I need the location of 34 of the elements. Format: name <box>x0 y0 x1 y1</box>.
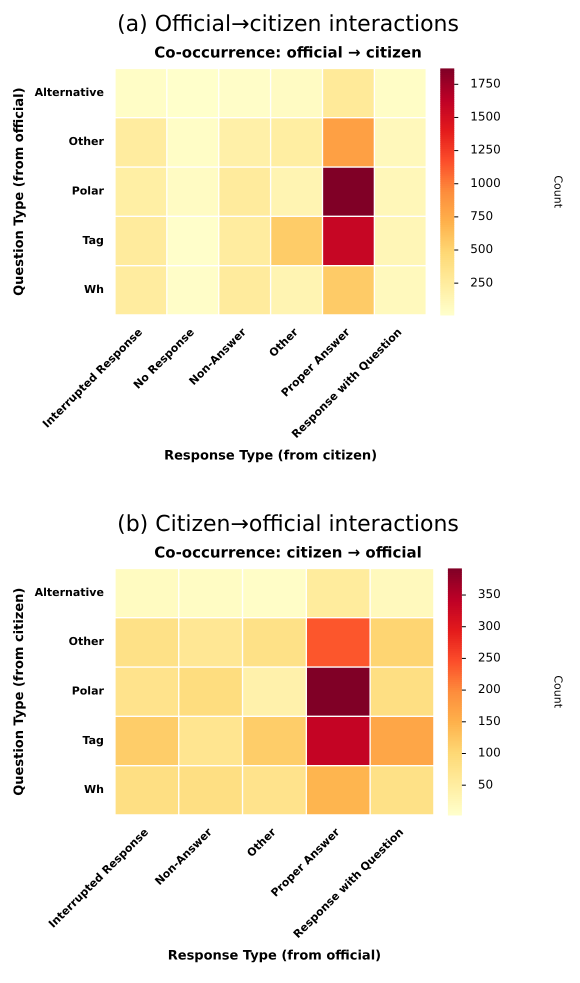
color-bar-label: 500 <box>470 242 494 256</box>
color-bar-label: 150 <box>478 714 501 728</box>
y-tick-label: Wh <box>84 283 104 296</box>
color-bar-label: 300 <box>478 618 501 633</box>
color-bar-label: 50 <box>478 777 494 792</box>
color-bar-label: 1500 <box>470 110 501 124</box>
y-tick-label: Other <box>68 635 105 648</box>
color-bar-title: Count <box>552 175 565 209</box>
chart-subtitle: Co-occurrence: citizen → official <box>154 543 422 562</box>
x-axis-title: Response Type (from official) <box>168 948 382 964</box>
chart-title: (a) Official→citizen interactions <box>117 12 459 37</box>
color-bar-label: 350 <box>478 587 501 602</box>
y-tick-label: Tag <box>82 734 104 747</box>
color-bar-label: 100 <box>478 746 501 760</box>
y-axis-title: Question Type (from official) <box>12 87 28 296</box>
color-bar-label: 250 <box>478 650 501 665</box>
y-tick-label: Tag <box>82 234 104 247</box>
color-bar-label: 1250 <box>470 142 501 157</box>
y-tick-label: Alternative <box>34 586 104 599</box>
x-axis-title: Response Type (from citizen) <box>164 448 378 464</box>
y-tick-label: Other <box>68 135 105 148</box>
y-axis-title: Question Type (from citizen) <box>12 588 28 796</box>
color-bar-label: 1750 <box>470 76 501 90</box>
chart-title: (b) Citizen→official interactions <box>117 512 459 537</box>
y-tick-label: Polar <box>72 184 105 198</box>
chart-subtitle: Co-occurrence: official → citizen <box>154 43 422 62</box>
y-tick-label: Wh <box>84 783 104 796</box>
color-bar-title: Count <box>552 675 565 709</box>
color-bar-label: 750 <box>470 209 494 223</box>
color-bar-label: 1000 <box>470 176 501 190</box>
color-bar-label: 250 <box>470 275 494 290</box>
color-bar-label: 200 <box>478 682 501 696</box>
y-tick-label: Polar <box>72 684 105 698</box>
y-tick-label: Alternative <box>34 86 104 99</box>
